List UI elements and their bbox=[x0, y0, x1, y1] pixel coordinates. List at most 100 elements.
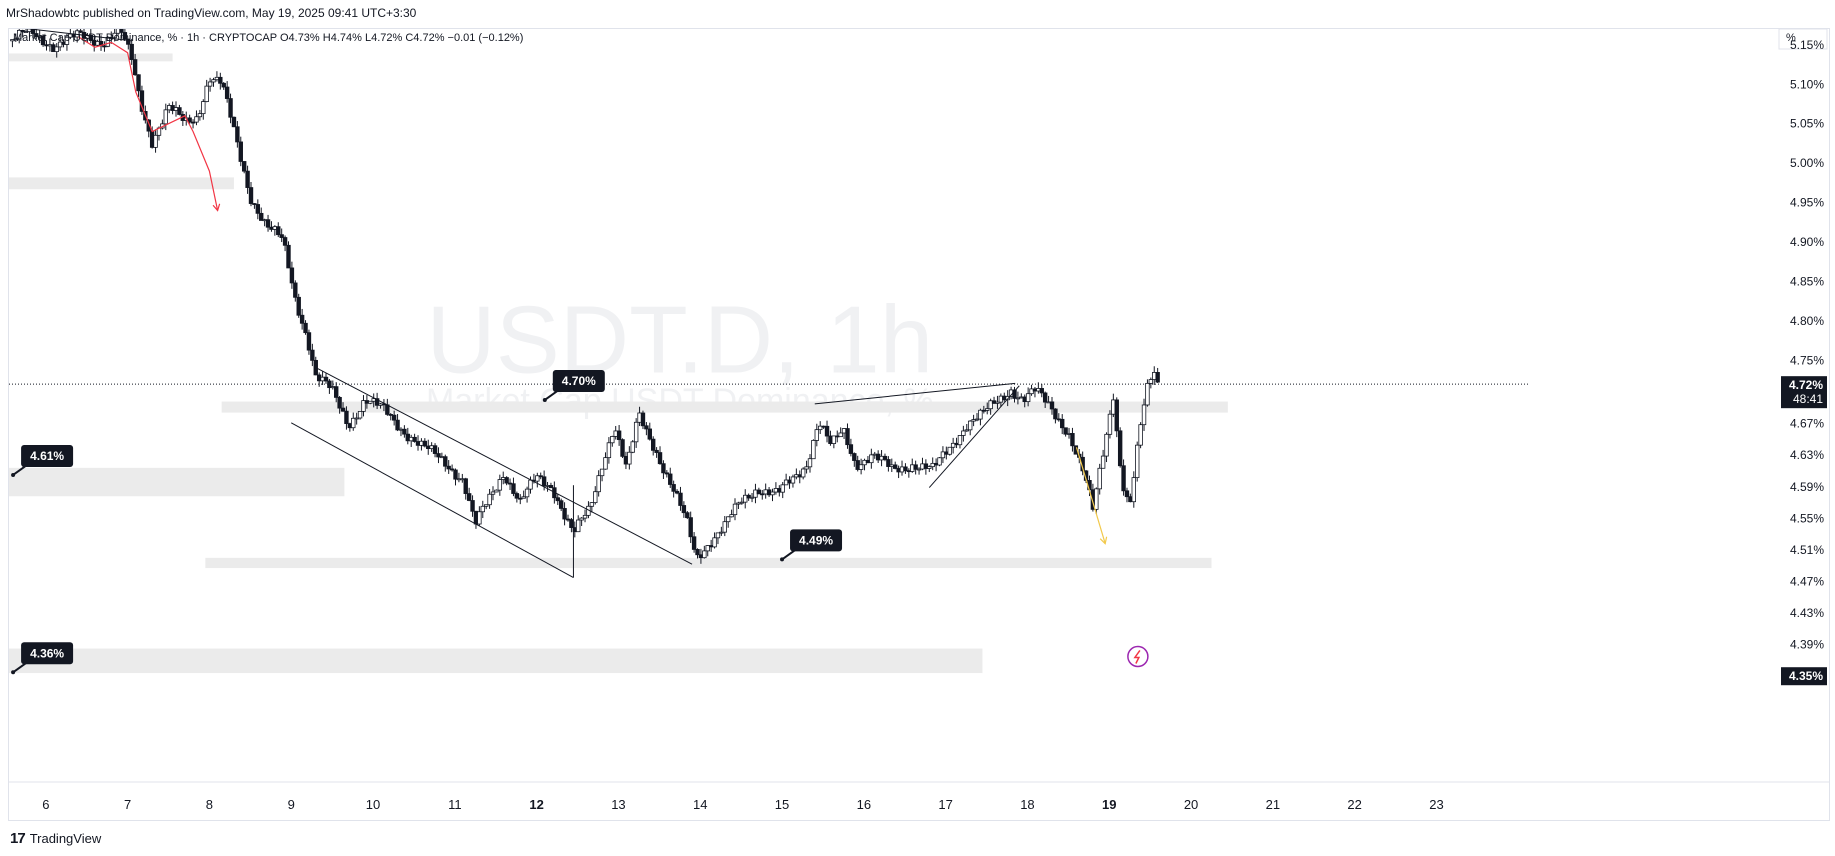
current-price-badge bbox=[1781, 376, 1827, 409]
chart-frame[interactable]: USDT.D, 1h Market Cap USDT Dominance, % 4… bbox=[8, 18, 1830, 821]
candle-body bbox=[1060, 418, 1065, 429]
price-tick-label: 4.90% bbox=[1790, 235, 1824, 249]
candle-body bbox=[177, 107, 182, 115]
price-callout[interactable]: 4.36% bbox=[11, 642, 74, 675]
candle-body bbox=[303, 322, 308, 334]
candle-body bbox=[385, 404, 390, 415]
callout-anchor bbox=[780, 557, 785, 562]
candle-body bbox=[289, 267, 295, 284]
candle-body bbox=[132, 59, 138, 76]
candle-body bbox=[824, 425, 830, 437]
bottom-price-label: 4.35% bbox=[1789, 669, 1823, 683]
candle-body bbox=[1107, 413, 1113, 435]
candle-body bbox=[1070, 433, 1075, 447]
candle-body bbox=[23, 31, 29, 33]
candle-body bbox=[736, 502, 741, 505]
bar-countdown-label: 48:41 bbox=[1793, 392, 1823, 406]
candle-body bbox=[466, 493, 472, 501]
candle-body bbox=[681, 505, 687, 514]
candle-body bbox=[644, 425, 649, 430]
candle-body bbox=[299, 314, 305, 324]
candle-body bbox=[1117, 430, 1123, 467]
price-callout[interactable]: 4.49% bbox=[780, 529, 843, 562]
candle-body bbox=[521, 496, 526, 499]
candle-body bbox=[702, 550, 707, 559]
price-callout[interactable]: 4.61% bbox=[11, 444, 74, 477]
candle-body bbox=[446, 465, 451, 470]
candle-body bbox=[463, 478, 468, 494]
candle-body bbox=[664, 472, 670, 475]
candle-body bbox=[187, 117, 192, 123]
candle-body bbox=[957, 435, 963, 446]
candle-body bbox=[129, 43, 134, 60]
candle-body bbox=[337, 397, 342, 409]
candle-body bbox=[886, 459, 891, 467]
projection-path bbox=[78, 36, 219, 211]
candle-body bbox=[412, 436, 417, 442]
candle-body bbox=[811, 440, 816, 460]
candle-body bbox=[988, 400, 993, 410]
callout-value: 4.36% bbox=[30, 646, 64, 660]
candle-body bbox=[54, 46, 59, 53]
candle-body bbox=[746, 494, 751, 499]
time-tick-label: 17 bbox=[938, 797, 952, 812]
candle-body bbox=[538, 475, 543, 478]
time-tick-label: 21 bbox=[1266, 797, 1280, 812]
projection-arrowhead bbox=[212, 203, 221, 212]
candle-body bbox=[122, 32, 128, 40]
price-callout[interactable]: 4.70% bbox=[542, 369, 605, 402]
price-tick-label: 4.75% bbox=[1790, 354, 1824, 368]
candle-body bbox=[725, 516, 731, 523]
lightning-icon[interactable] bbox=[1127, 645, 1149, 668]
candle-body bbox=[306, 332, 312, 351]
price-tick-label: 4.59% bbox=[1790, 480, 1824, 494]
callout-anchor bbox=[11, 670, 16, 675]
trendline bbox=[17, 26, 132, 42]
trendline bbox=[928, 385, 1020, 488]
candle-body bbox=[848, 444, 854, 454]
candle-body bbox=[17, 29, 22, 40]
candle-body bbox=[535, 475, 540, 482]
candle-body bbox=[13, 38, 19, 41]
candle-body bbox=[558, 500, 564, 509]
candle-body bbox=[845, 428, 850, 446]
support-resistance-zone bbox=[9, 648, 983, 674]
candle-body bbox=[712, 537, 717, 548]
tradingview-logo[interactable]: 17 TradingView bbox=[10, 830, 101, 847]
callout-box bbox=[552, 369, 605, 392]
candle-body bbox=[354, 417, 359, 420]
candle-body bbox=[241, 161, 247, 172]
candle-body bbox=[78, 30, 83, 33]
candle-body bbox=[279, 234, 284, 238]
candle-body bbox=[194, 116, 199, 123]
candle-body bbox=[985, 408, 990, 411]
candle-body bbox=[1053, 408, 1058, 420]
candle-body bbox=[334, 386, 339, 398]
candle-body bbox=[739, 501, 745, 504]
candle-body bbox=[1141, 404, 1147, 426]
candle-body bbox=[374, 398, 380, 406]
candle-body bbox=[657, 452, 663, 465]
candle-body bbox=[88, 34, 94, 41]
candle-body bbox=[221, 82, 226, 88]
candle-body bbox=[814, 429, 820, 441]
candle-body bbox=[1100, 455, 1106, 469]
candle-body bbox=[967, 420, 973, 431]
candle-body bbox=[483, 504, 489, 507]
candle-body bbox=[974, 418, 980, 421]
candle-body bbox=[937, 457, 942, 466]
candle-body bbox=[211, 79, 216, 83]
bottom-price-badge bbox=[1781, 667, 1827, 686]
candle-body bbox=[630, 441, 635, 453]
candle-body bbox=[64, 36, 70, 45]
candle-body bbox=[443, 456, 448, 467]
candle-body bbox=[804, 466, 809, 470]
candle-body bbox=[800, 468, 806, 478]
candle-body bbox=[40, 35, 46, 46]
candle-body bbox=[1135, 444, 1140, 479]
time-tick-label: 8 bbox=[206, 797, 213, 812]
candle-body bbox=[204, 85, 209, 102]
candle-body bbox=[1155, 372, 1160, 383]
candle-body bbox=[685, 512, 690, 519]
